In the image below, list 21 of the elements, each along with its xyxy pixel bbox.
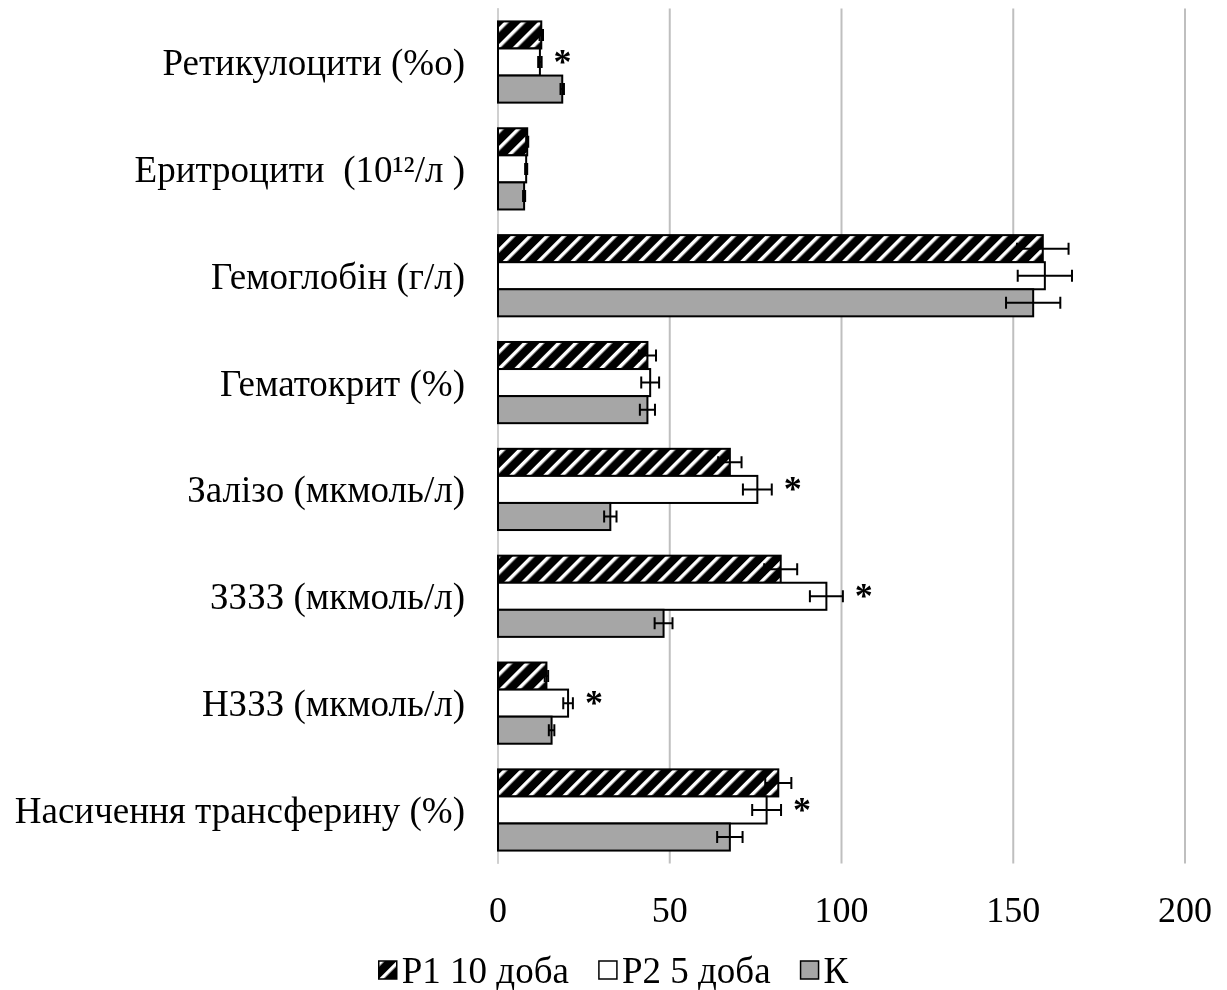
y-tick-label: Ретикулоцити (%о) [162,41,465,84]
legend-label: К [823,949,849,990]
y-tick-label: ЗЗЗЗ (мкмоль/л) [210,575,465,618]
data-label: * [584,683,603,724]
data-label: * [783,469,802,510]
x-tick-label: 150 [986,890,1041,930]
x-tick-label: 100 [814,890,869,930]
legend-label: Р1 10 доба [401,949,569,990]
y-tick-label: Еритроцити (10¹²/л ) [134,148,465,191]
y-tick-label: Гемоглобін (г/л) [211,255,465,298]
y-tick-label: НЗЗЗ (мкмоль/л) [201,682,465,725]
x-tick-label: 200 [1158,890,1212,930]
y-tick-label: Насичення трансферину (%) [14,789,465,832]
data-label: * [553,42,572,83]
y-tick-label: Гематокрит (%) [220,362,465,405]
x-tick-label: 50 [651,890,688,930]
legend-label: Р2 5 доба [621,949,771,990]
data-label: * [854,576,873,617]
y-tick-label: Залізо (мкмоль/л) [187,468,465,511]
x-tick-label: 0 [489,890,507,930]
data-label: * [793,789,812,830]
